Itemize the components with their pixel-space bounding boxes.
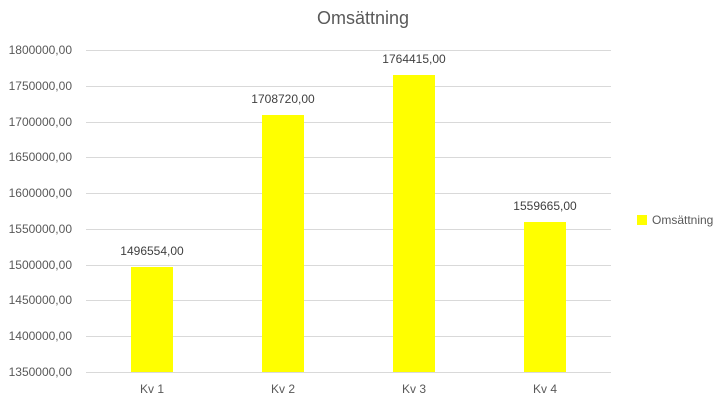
y-tick-label: 1650000,00 bbox=[8, 150, 72, 164]
x-tick-label: Kv 4 bbox=[532, 382, 557, 396]
y-tick-label: 1750000,00 bbox=[8, 79, 72, 93]
data-label: 1559665,00 bbox=[513, 199, 577, 213]
bar-kv-4 bbox=[524, 222, 566, 372]
gridline bbox=[86, 122, 611, 123]
y-tick-label: 1450000,00 bbox=[8, 293, 72, 307]
gridline bbox=[86, 193, 611, 194]
x-axis-line bbox=[86, 372, 611, 373]
legend-color-swatch-icon bbox=[637, 215, 647, 225]
data-label: 1496554,00 bbox=[120, 244, 184, 258]
x-tick-label: Kv 3 bbox=[401, 382, 426, 396]
gridline bbox=[86, 86, 611, 87]
x-tick-label: Kv 1 bbox=[139, 382, 164, 396]
y-tick-label: 1700000,00 bbox=[8, 115, 72, 129]
data-label: 1708720,00 bbox=[251, 92, 315, 106]
x-tick-label: Kv 2 bbox=[270, 382, 295, 396]
data-label: 1764415,00 bbox=[382, 52, 446, 66]
bar-kv-3 bbox=[393, 75, 435, 372]
gridline bbox=[86, 229, 611, 230]
bar-kv-1 bbox=[131, 267, 173, 372]
y-tick-label: 1400000,00 bbox=[8, 329, 72, 343]
y-tick-label: 1350000,00 bbox=[8, 365, 72, 379]
gridline bbox=[86, 50, 611, 51]
y-tick-label: 1800000,00 bbox=[8, 43, 72, 57]
gridline bbox=[86, 300, 611, 301]
bar-kv-2 bbox=[262, 115, 304, 372]
y-tick-label: 1600000,00 bbox=[8, 186, 72, 200]
y-tick-label: 1500000,00 bbox=[8, 258, 72, 272]
gridline bbox=[86, 265, 611, 266]
gridline bbox=[86, 157, 611, 158]
chart-title: Omsättning bbox=[316, 8, 410, 28]
legend: Omsättning bbox=[637, 214, 713, 226]
legend-label: Omsättning bbox=[652, 213, 714, 227]
y-tick-label: 1550000,00 bbox=[8, 222, 72, 236]
gridline bbox=[86, 336, 611, 337]
